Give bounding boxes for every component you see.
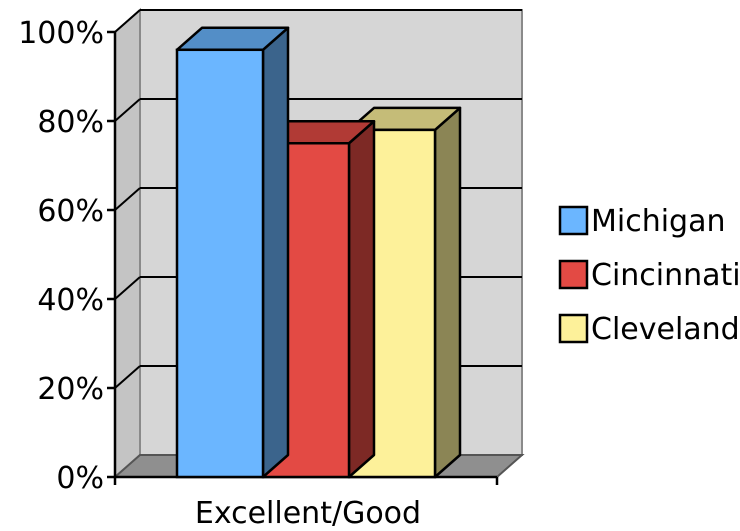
y-tick-label: 0% <box>56 461 104 496</box>
category-label: Excellent/Good <box>195 496 421 531</box>
bar-front <box>175 48 265 479</box>
gridline-side <box>114 276 141 300</box>
legend-swatch <box>558 313 589 344</box>
legend-item-cincinnati: Cincinnati <box>558 258 740 293</box>
gridline-side <box>114 187 141 211</box>
bar-side <box>261 26 290 479</box>
bars <box>175 26 462 479</box>
bar-side <box>433 106 462 479</box>
legend-swatch <box>558 259 589 290</box>
y-tick-label: 20% <box>37 372 104 407</box>
y-tick-label: 100% <box>18 16 104 51</box>
legend-item-michigan: Michigan <box>558 204 726 239</box>
y-tick-label: 40% <box>37 283 104 318</box>
legend-item-cleveland: Cleveland <box>558 312 740 347</box>
legend-swatch <box>558 205 589 236</box>
y-tick-label: 60% <box>37 194 104 229</box>
gridline-side <box>114 365 141 389</box>
bar-michigan <box>175 26 290 479</box>
legend-label: Cleveland <box>591 312 740 347</box>
gridline-side <box>114 98 141 122</box>
legend-label: Cincinnati <box>591 258 740 293</box>
y-tick-label: 80% <box>37 105 104 140</box>
gridline-side <box>114 9 141 33</box>
legend: Michigan Cincinnati Cleveland <box>558 204 740 347</box>
chart-side-wall <box>114 7 141 480</box>
y-axis-ticks: 0% 20% 40% 60% 80% 100% <box>18 16 499 496</box>
legend-label: Michigan <box>591 204 726 239</box>
bar-side <box>347 120 376 479</box>
